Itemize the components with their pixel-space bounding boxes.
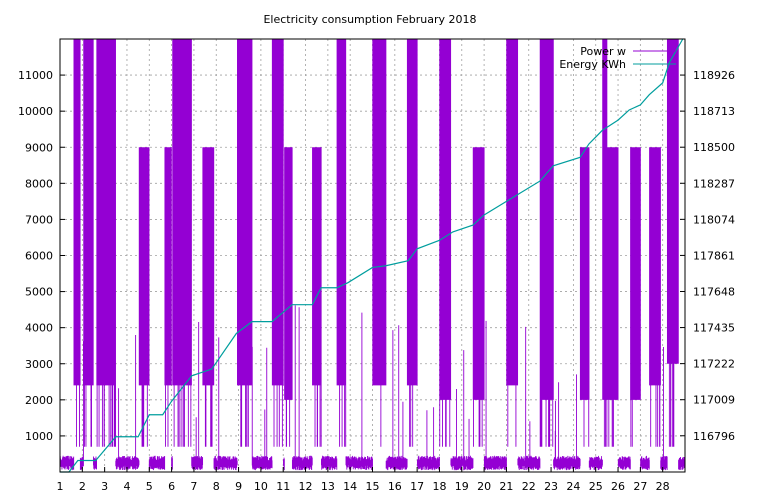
y-tick-label: 6000 — [25, 250, 53, 263]
x-tick-label: 7 — [190, 480, 197, 493]
y-tick-label: 7000 — [25, 213, 53, 226]
y2-tick-label: 116796 — [693, 430, 735, 443]
x-tick-label: 18 — [432, 480, 446, 493]
x-tick-label: 4 — [123, 480, 130, 493]
y-tick-label: 9000 — [25, 141, 53, 154]
x-tick-label: 16 — [388, 480, 402, 493]
x-tick-label: 15 — [366, 480, 380, 493]
x-tick-label: 11 — [276, 480, 290, 493]
y2-tick-label: 118074 — [693, 213, 735, 226]
x-tick-label: 22 — [522, 480, 536, 493]
energy-line — [60, 38, 684, 473]
y-tick-label: 3000 — [25, 358, 53, 371]
x-tick-label: 28 — [656, 480, 670, 493]
y-tick-label: 2000 — [25, 394, 53, 407]
x-tick-label: 17 — [410, 480, 424, 493]
x-tick-label: 25 — [589, 480, 603, 493]
energy-series — [60, 38, 684, 473]
x-tick-label: 27 — [633, 480, 647, 493]
x-tick-label: 21 — [499, 480, 513, 493]
x-tick-label: 9 — [235, 480, 242, 493]
y2-tick-label: 117009 — [693, 394, 735, 407]
x-tick-label: 10 — [254, 480, 268, 493]
y2-tick-label: 117435 — [693, 322, 735, 335]
x-tick-label: 14 — [343, 480, 357, 493]
y-tick-label: 1000 — [25, 430, 53, 443]
x-tick-label: 1 — [57, 480, 64, 493]
x-tick-label: 19 — [455, 480, 469, 493]
y-tick-label: 5000 — [25, 286, 53, 299]
y-tick-label: 4000 — [25, 322, 53, 335]
chart-title: Electricity consumption February 2018 — [263, 13, 476, 26]
x-tick-label: 8 — [213, 480, 220, 493]
y-tick-label: 8000 — [25, 177, 53, 190]
y2-tick-label: 117861 — [693, 249, 735, 262]
y2-tick-label: 117222 — [693, 358, 735, 371]
x-tick-label: 12 — [299, 480, 313, 493]
x-tick-label: 5 — [146, 480, 153, 493]
y-tick-label: 10000 — [18, 105, 53, 118]
y2-tick-label: 118713 — [693, 105, 735, 118]
x-tick-label: 3 — [101, 480, 108, 493]
y2-tick-label: 118287 — [693, 177, 735, 190]
y2-tick-label: 117648 — [693, 285, 735, 298]
x-tick-label: 2 — [79, 480, 86, 493]
legend: Power w Energy KWh — [559, 45, 676, 71]
y-tick-label: 11000 — [18, 69, 53, 82]
y2-tick-label: 118500 — [693, 141, 735, 154]
x-tick-label: 24 — [566, 480, 580, 493]
x-tick-label: 26 — [611, 480, 625, 493]
legend-label-energy: Energy KWh — [559, 58, 626, 71]
y2-tick-label: 118926 — [693, 69, 735, 82]
x-tick-label: 20 — [477, 480, 491, 493]
x-tick-label: 13 — [321, 480, 335, 493]
x-tick-label: 23 — [544, 480, 558, 493]
x-tick-label: 6 — [168, 480, 175, 493]
axes: 1 2 3 4 5 6 7 8 9 10 11 12 13 14 15 16 17 18 19 20 21 22 23 24 2… — [18, 69, 735, 493]
legend-label-power: Power w — [580, 45, 626, 58]
